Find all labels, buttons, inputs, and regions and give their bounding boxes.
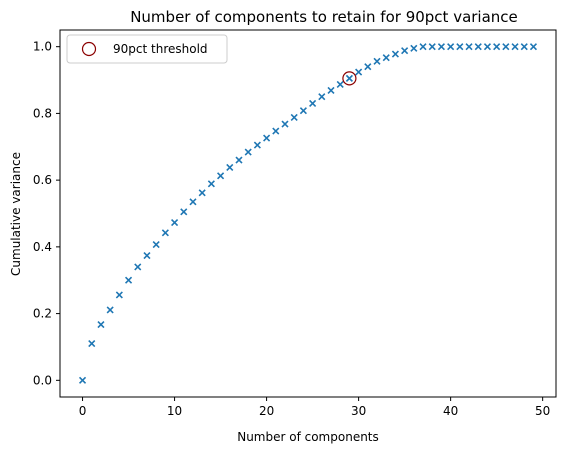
data-point (502, 43, 510, 51)
data-point (309, 99, 317, 107)
x-tick-label: 0 (79, 404, 87, 418)
x-tick-label: 30 (351, 404, 366, 418)
y-tick-label: 0.0 (33, 373, 52, 387)
legend: 90pct threshold (66, 34, 228, 64)
legend-frame (66, 34, 228, 64)
data-point (189, 198, 197, 206)
plot-area: 0 10 20 30 40 50 0.0 0.2 0.4 0.6 0.8 1.0 (33, 29, 557, 418)
data-point (217, 172, 225, 180)
x-tick-label: 40 (443, 404, 458, 418)
data-point (281, 120, 289, 128)
data-point (355, 68, 363, 76)
data-point (272, 127, 280, 135)
data-point (115, 291, 123, 299)
threshold-marker (342, 71, 357, 86)
data-point (299, 107, 307, 115)
data-point (364, 63, 372, 71)
data-point (345, 74, 353, 82)
data-point (529, 43, 538, 51)
x-tick-label: 20 (259, 404, 274, 418)
plot-frame (59, 29, 557, 398)
data-point (327, 86, 335, 94)
data-point (373, 57, 381, 65)
data-point (511, 43, 519, 51)
data-point (493, 43, 501, 51)
data-point (428, 43, 436, 51)
x-ticks: 0 10 20 30 40 50 (79, 397, 550, 418)
data-point (318, 93, 326, 101)
data-point (235, 156, 243, 164)
data-point (180, 208, 188, 216)
data-point (198, 189, 206, 197)
y-tick-label: 1.0 (33, 40, 52, 54)
chart-title: Number of components to retain for 90pct… (130, 8, 518, 26)
x-axis-label: Number of components (237, 430, 379, 444)
data-point (226, 163, 234, 172)
y-tick-label: 0.2 (33, 307, 52, 321)
series-threshold (342, 71, 357, 86)
y-tick-label: 0.8 (33, 106, 52, 120)
data-point (465, 43, 473, 51)
data-point (456, 43, 464, 51)
data-point (437, 43, 445, 51)
data-point (263, 134, 271, 142)
data-point (520, 43, 528, 51)
data-point (244, 148, 252, 156)
data-point (171, 218, 179, 227)
y-axis-label: Cumulative variance (9, 152, 23, 276)
x-tick-label: 50 (535, 404, 550, 418)
data-point (161, 229, 169, 237)
series-cumulative-variance (78, 43, 538, 384)
y-ticks: 0.0 0.2 0.4 0.6 0.8 1.0 (33, 40, 60, 387)
data-point (483, 43, 492, 51)
data-point (419, 43, 427, 51)
data-point (290, 113, 298, 121)
data-point (97, 321, 105, 329)
data-point (124, 276, 133, 284)
data-point (106, 306, 114, 314)
data-point (391, 50, 399, 58)
data-point (143, 251, 151, 260)
data-point (253, 141, 261, 149)
data-point (88, 340, 96, 348)
legend-threshold-label: 90pct threshold (113, 42, 208, 56)
data-point (152, 240, 160, 249)
x-tick-label: 10 (167, 404, 182, 418)
y-tick-label: 0.6 (33, 173, 52, 187)
data-point (336, 80, 344, 88)
data-point (207, 180, 215, 188)
data-point (134, 263, 142, 271)
data-point (447, 43, 455, 51)
data-point (410, 44, 418, 52)
data-point (474, 43, 482, 51)
data-point (382, 54, 390, 62)
legend-threshold-marker (81, 41, 97, 57)
data-point (78, 376, 87, 384)
data-point (401, 47, 409, 55)
y-tick-label: 0.4 (33, 240, 52, 254)
